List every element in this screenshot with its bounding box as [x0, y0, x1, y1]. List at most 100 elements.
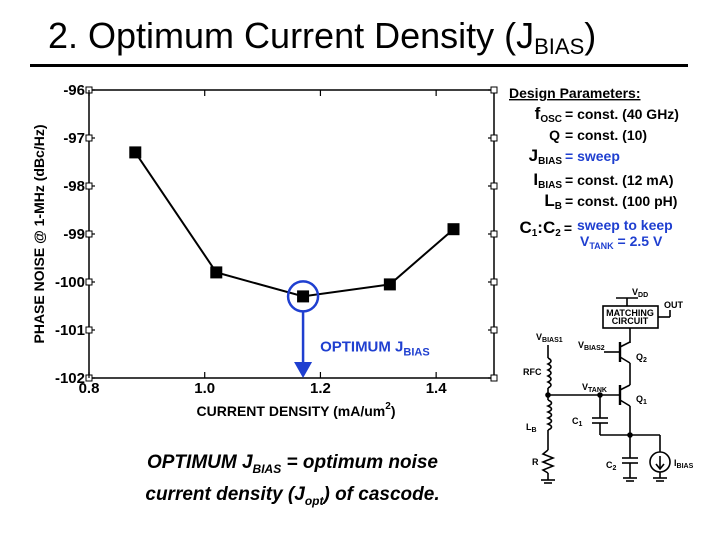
node-c1: [597, 392, 603, 398]
label-lb-sub: B: [532, 427, 537, 434]
label-q1-letter: Q: [636, 394, 643, 404]
label-q2: Q2: [636, 352, 647, 364]
label-c1: C1: [572, 416, 583, 428]
param-jbias-value: = sweep: [565, 148, 620, 164]
y-tick-labels: -96 -97 -98 -99 -100 -101 -102: [55, 82, 85, 387]
y-tick-marker-right: [490, 326, 498, 334]
label-vbias1-sub: BIAS1: [542, 337, 563, 344]
param-fosc-letter: f: [535, 104, 541, 123]
title-main: 2. Optimum Current Density (J: [48, 15, 535, 56]
param-cratio-sep: :: [537, 218, 543, 237]
y-tick-marker-right: [490, 134, 498, 142]
param-jbias-sub: BIAS: [538, 156, 562, 167]
schematic-labels: VDD OUT MATCHING CIRCUIT VBIAS1 VBIAS2 Q…: [523, 287, 694, 472]
axis-ticks: [85, 86, 498, 382]
param-cratio-name: C1:C2 =: [519, 218, 572, 239]
lb-inductor: [545, 399, 553, 431]
x-axis-title: CURRENT DENSITY (mA/um2): [197, 401, 396, 419]
parameter-rows: fOSC = const. (40 GHz) Q = const. (10) J…: [519, 104, 679, 251]
optimum-label: OPTIMUM JBIAS: [320, 338, 430, 358]
param-ibias-name: IBIAS: [533, 170, 562, 191]
label-ibias-sub: BIAS: [677, 463, 694, 470]
label-q2-sub: 2: [643, 357, 647, 364]
param-c2-sub: 2: [555, 228, 561, 239]
param-lb-letter: L: [544, 191, 554, 210]
ibias-arrow-head: [655, 463, 665, 471]
x-tick-label: 1.2: [310, 380, 331, 397]
caption-l1-b: = optimum noise: [281, 452, 438, 473]
label-matching-1: MATCHING: [606, 308, 654, 318]
y-tick-marker-right: [490, 86, 498, 94]
param-lb-value: = const. (100 pH): [565, 193, 677, 209]
param-c1-sub: 1: [532, 228, 538, 239]
x-axis-title-main: CURRENT DENSITY (mA/um: [197, 403, 386, 419]
x-tick-label: 1.0: [194, 380, 215, 397]
y-tick-marker-right: [490, 374, 498, 382]
caption-l2-b: ) of cascode.: [323, 483, 440, 505]
param-cratio-eq: =: [564, 220, 572, 236]
parameters-heading: Design Parameters:: [509, 85, 641, 101]
caption-line-2: current density (Jopt) of cascode.: [100, 482, 485, 514]
y-tick-marker: [85, 182, 93, 190]
q1-emitter-leg: [619, 399, 631, 407]
x-tick-label: 1.4: [426, 380, 448, 397]
y-tick-marker-right: [490, 182, 498, 190]
label-lb: LB: [526, 422, 537, 434]
y-tick-marker-right: [490, 278, 498, 286]
y-tick-label: -96: [63, 82, 85, 99]
plot-frame: [88, 89, 495, 379]
label-vdd: VDD: [632, 287, 648, 299]
label-c2: C2: [606, 460, 617, 472]
q1-collector-leg: [619, 384, 631, 391]
caption-l1-a: OPTIMUM J: [146, 452, 253, 473]
param-vtank-rest: = 2.5 V: [614, 233, 663, 249]
caption-line-1: OPTIMUM JBIAS = optimum noise: [100, 450, 485, 482]
label-rfc: RFC: [523, 367, 542, 377]
data-point: [447, 223, 460, 236]
data-point: [297, 290, 310, 303]
param-ibias-letter: I: [533, 170, 538, 189]
param-jbias-name: JBIAS: [529, 146, 563, 167]
y-tick-marker-right: [490, 230, 498, 238]
param-q-value: = const. (10): [565, 127, 647, 143]
caption-l2-sub: opt: [304, 493, 324, 508]
y-tick-marker: [85, 326, 93, 334]
y-tick-marker: [85, 230, 93, 238]
resistor-r: [540, 449, 556, 474]
label-vbias2-sub: BIAS2: [584, 345, 605, 352]
optimum-arrow-head: [294, 362, 313, 378]
caption: OPTIMUM JBIAS = optimum noise current de…: [100, 450, 485, 514]
label-c2-sub: 2: [613, 465, 617, 472]
x-axis-title-sup: 2: [385, 401, 391, 412]
y-tick-marker: [85, 134, 93, 142]
param-q-name: Q: [549, 127, 560, 143]
label-vbias1-letter: V: [536, 332, 542, 342]
node-emitter: [627, 432, 633, 438]
y-tick-label: -101: [55, 322, 85, 339]
label-vbias1: VBIAS1: [536, 332, 563, 344]
label-c2-letter: C: [606, 460, 613, 470]
data-point: [210, 266, 223, 279]
label-q2-letter: Q: [636, 352, 643, 362]
label-matching-2: CIRCUIT: [612, 316, 649, 326]
y-tick-label: -100: [55, 274, 85, 291]
y-tick-label: -97: [63, 130, 85, 147]
label-ibias-letter: I: [674, 458, 677, 468]
node-base: [545, 392, 551, 398]
cascode-schematic: [540, 297, 671, 484]
label-vbias2-letter: V: [578, 340, 584, 350]
y-axis-title: PHASE NOISE @ 1-MHz (dBc/Hz): [31, 124, 47, 343]
x-axis-title-close: ): [391, 403, 396, 419]
x-tick-label: 0.8: [79, 380, 100, 397]
param-c1-letter: C: [519, 218, 531, 237]
param-lb-sub: B: [555, 201, 562, 212]
label-q1: Q1: [636, 394, 647, 406]
label-lb-letter: L: [526, 422, 532, 432]
label-ibias: IBIAS: [674, 458, 694, 470]
param-fosc-sub: OSC: [540, 114, 562, 125]
param-cratio-value: sweep to keep: [577, 217, 673, 233]
y-tick-label: -98: [63, 178, 85, 195]
slide-title: 2. Optimum Current Density (JBIAS): [48, 14, 596, 69]
label-r: R: [532, 457, 539, 467]
